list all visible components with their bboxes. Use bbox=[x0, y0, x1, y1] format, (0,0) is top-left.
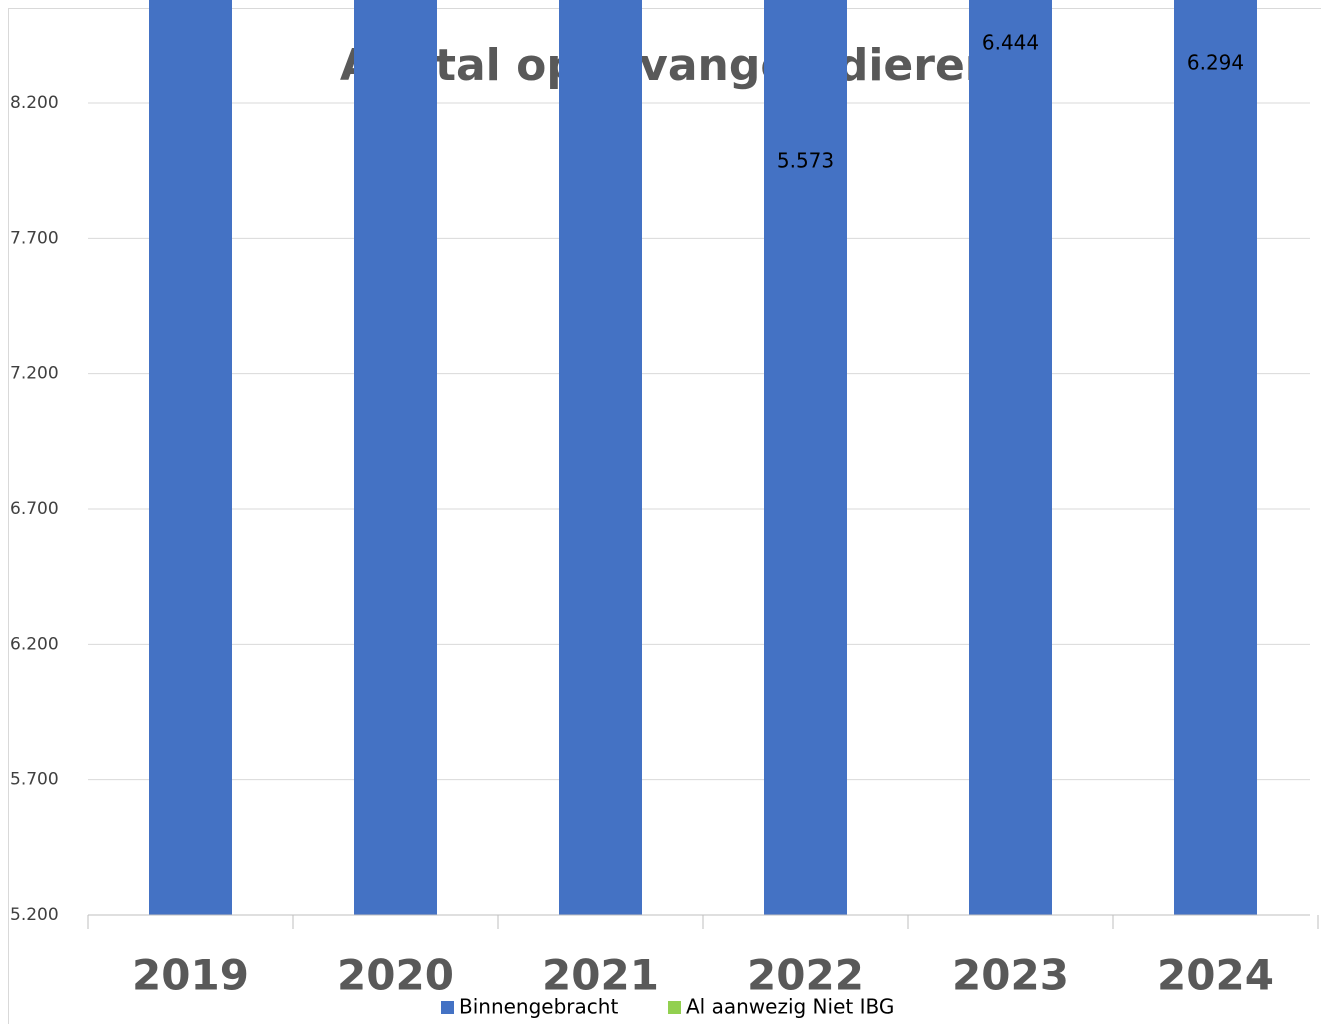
y-tick-label: 5.200 bbox=[10, 905, 59, 925]
y-tick-label: 6.700 bbox=[10, 499, 59, 519]
y-tick-label: 7.200 bbox=[10, 364, 59, 384]
x-tick-label: 2024 bbox=[1157, 951, 1274, 1000]
y-tick-label: 5.700 bbox=[10, 770, 59, 790]
x-tick-label: 2022 bbox=[747, 951, 864, 1000]
x-tick-label: 2023 bbox=[952, 951, 1069, 1000]
bar-segment bbox=[764, 0, 847, 915]
bar-segment bbox=[149, 0, 232, 916]
y-tick-label: 7.700 bbox=[10, 228, 59, 248]
x-tick-label: 2021 bbox=[542, 951, 659, 1000]
x-tick-label: 2020 bbox=[337, 951, 454, 1000]
bar-segment bbox=[354, 0, 437, 915]
value-label: 5.573 bbox=[777, 148, 834, 172]
legend-label: Al aanwezig Niet IBG bbox=[686, 995, 894, 1019]
legend-swatch bbox=[441, 1001, 454, 1014]
bar-segment bbox=[969, 0, 1052, 915]
bar-segment bbox=[559, 0, 642, 915]
legend-swatch bbox=[668, 1001, 681, 1014]
x-tick-label: 2019 bbox=[132, 951, 249, 1000]
y-tick-label: 6.200 bbox=[10, 634, 59, 654]
bar-segment bbox=[1174, 0, 1257, 916]
legend-label: Binnengebracht bbox=[459, 995, 618, 1019]
y-tick-label: 8.200 bbox=[10, 93, 59, 113]
value-label: 6.444 bbox=[982, 30, 1039, 54]
chart-title: Aantal opgevangen dieren bbox=[340, 40, 996, 91]
value-label: 6.294 bbox=[1187, 51, 1244, 75]
